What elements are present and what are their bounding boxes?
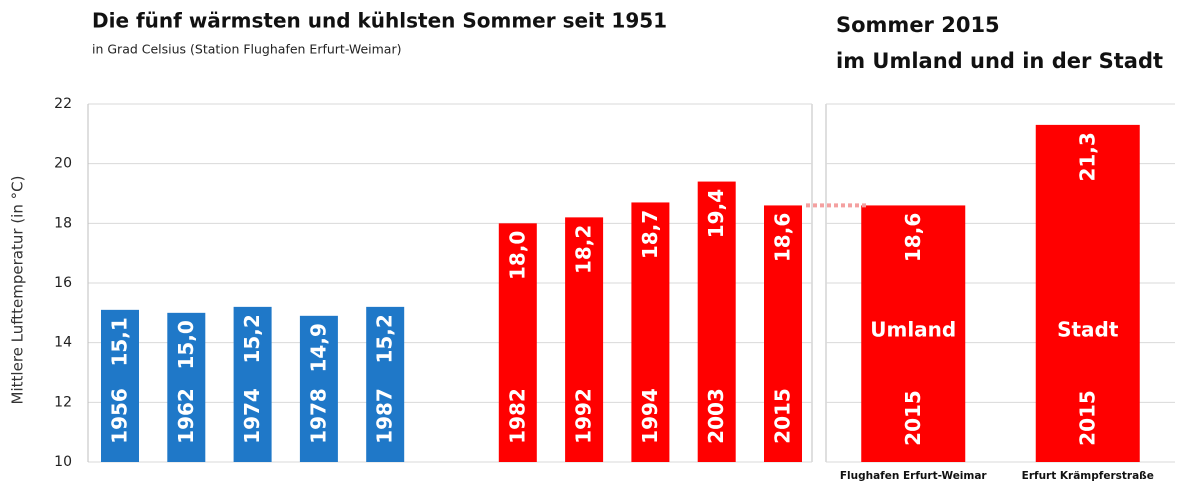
bar-year-label: 1974 <box>240 388 264 444</box>
bar <box>1035 124 1140 462</box>
value-label: 18,0 <box>505 231 529 280</box>
bar-year-label: 2015 <box>1075 390 1099 446</box>
y-axis-label: Mittlere Lufttemperatur (in °C) <box>9 176 27 405</box>
chart-title: Die fünf wärmsten und kühlsten Sommer se… <box>92 9 667 33</box>
bar-year-label: 1962 <box>174 388 198 444</box>
y-tick-label: 10 <box>54 454 72 470</box>
bar <box>299 315 338 462</box>
y-tick-label: 14 <box>54 335 72 351</box>
bar <box>697 181 736 463</box>
bar-year-label: 2015 <box>901 390 925 446</box>
bar-inner-label: Umland <box>870 318 956 342</box>
bar-inner-label: Stadt <box>1057 318 1119 342</box>
value-label: 18,6 <box>901 213 925 262</box>
x-tick-label: Flughafen Erfurt-Weimar <box>840 470 988 482</box>
bar-year-label: 2015 <box>771 388 795 444</box>
bar <box>631 202 670 462</box>
value-label: 14,9 <box>306 323 330 372</box>
y-tick-label: 22 <box>54 96 72 112</box>
y-tick-label: 16 <box>54 275 72 291</box>
bar <box>233 306 272 462</box>
value-label: 18,2 <box>572 225 596 274</box>
bar-year-label: 1982 <box>505 388 529 444</box>
bar-year-label: 2003 <box>704 388 728 444</box>
y-tick-label: 20 <box>54 156 72 172</box>
value-label: 19,4 <box>704 189 728 238</box>
value-label: 18,7 <box>638 210 662 259</box>
bar-year-label: 1956 <box>108 388 132 444</box>
x-tick-label: Erfurt Krämpferstraße <box>1022 470 1154 482</box>
bar-year-label: 1994 <box>638 388 662 444</box>
bar-year-label: 1987 <box>373 388 397 444</box>
chart-title: im Umland und in der Stadt <box>836 49 1163 73</box>
bar <box>167 312 206 462</box>
value-label: 18,6 <box>771 213 795 262</box>
value-label: 15,2 <box>240 314 264 363</box>
chart-title: Sommer 2015 <box>836 13 1000 37</box>
y-tick-label: 18 <box>54 215 72 231</box>
y-tick-label: 12 <box>54 394 72 410</box>
bar <box>498 223 537 462</box>
value-label: 15,1 <box>108 317 132 366</box>
chart-subtitle: in Grad Celsius (Station Flughafen Erfur… <box>92 42 401 57</box>
bar <box>764 205 802 462</box>
bar <box>565 217 604 462</box>
value-label: 15,2 <box>373 314 397 363</box>
bar <box>101 309 139 462</box>
value-label: 21,3 <box>1075 132 1099 181</box>
bar <box>366 306 405 462</box>
bar <box>861 205 966 462</box>
value-label: 15,0 <box>174 320 198 369</box>
bar-year-label: 1992 <box>572 388 596 444</box>
bar-year-label: 1978 <box>306 388 330 444</box>
